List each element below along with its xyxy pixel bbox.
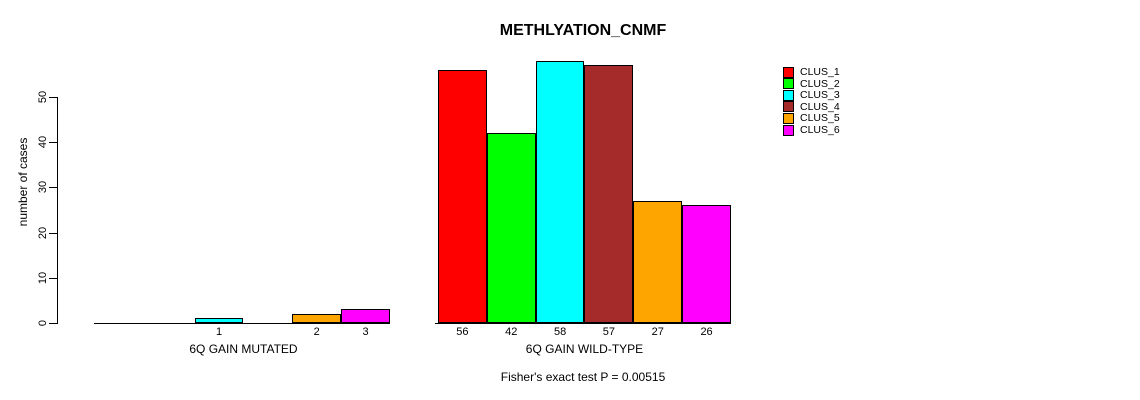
bar-clus_4-group2 <box>584 65 634 323</box>
legend-swatch-clus_3 <box>783 89 794 101</box>
y-tick-mark <box>49 187 57 189</box>
y-tick-label: 50 <box>37 90 49 104</box>
y-tick-mark <box>49 323 57 324</box>
legend-label: CLUS_2 <box>800 77 840 90</box>
legend-label: CLUS_5 <box>800 112 840 125</box>
legend-swatch-clus_1 <box>783 66 794 78</box>
bar-clus_5-group1 <box>292 313 342 323</box>
y-axis-label: number of cases <box>16 137 30 227</box>
y-tick-mark <box>49 277 57 279</box>
legend-label: CLUS_1 <box>800 66 840 78</box>
group-label: 6Q GAIN WILD-TYPE <box>525 342 644 356</box>
x-axis-line <box>435 323 731 324</box>
y-tick-label: 40 <box>37 136 49 149</box>
x-axis-line <box>94 323 390 324</box>
y-tick-label: 20 <box>37 226 49 239</box>
bar-value-label: 27 <box>651 326 664 338</box>
bar-value-label: 3 <box>362 326 369 338</box>
legend-label: CLUS_4 <box>800 100 840 113</box>
fisher-caption: Fisher's exact test P = 0.00515 <box>500 370 666 384</box>
y-tick-label: 0 <box>37 319 49 327</box>
bar-clus_3-group1 <box>194 318 244 323</box>
bar-value-label: 56 <box>456 326 469 338</box>
group-label: 6Q GAIN MUTATED <box>189 342 298 356</box>
legend-label: CLUS_3 <box>800 89 840 102</box>
legend-swatch-clus_4 <box>783 101 794 113</box>
bar-value-label: 57 <box>602 326 616 338</box>
bar-value-label: 1 <box>216 326 223 338</box>
bar-clus_2-group2 <box>486 133 536 323</box>
y-axis-line <box>57 97 58 324</box>
bar-value-label: 26 <box>700 326 713 338</box>
bar-value-label: 58 <box>553 326 567 338</box>
legend-swatch-clus_2 <box>783 78 794 90</box>
legend-swatch-clus_6 <box>783 124 794 136</box>
y-tick-label: 10 <box>37 271 49 284</box>
legend-swatch-clus_5 <box>783 112 794 124</box>
bar-value-label: 2 <box>313 326 320 338</box>
bar-value-label: 42 <box>505 326 518 338</box>
legend-label: CLUS_6 <box>800 124 840 136</box>
y-tick-mark <box>49 97 57 98</box>
bar-clus_6-group2 <box>682 205 731 323</box>
bar-clus_1-group2 <box>438 69 487 323</box>
bar-clus_5-group2 <box>633 200 683 323</box>
bar-clus_3-group2 <box>535 60 585 323</box>
y-tick-mark <box>49 232 57 234</box>
y-tick-mark <box>49 142 57 144</box>
y-tick-label: 30 <box>37 181 49 194</box>
bar-clus_6-group1 <box>341 309 390 323</box>
chart-title: METHLYATION_CNMF <box>499 22 667 39</box>
